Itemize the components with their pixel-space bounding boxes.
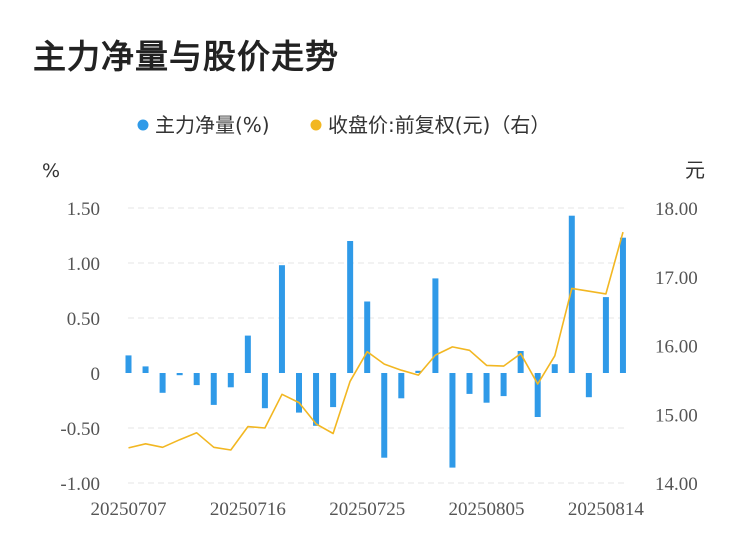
x-tick-label: 20250716 — [210, 499, 286, 520]
bar-17 — [415, 370, 422, 373]
left-tick-label: 0 — [91, 364, 101, 385]
right-tick-label: 15.00 — [655, 405, 698, 426]
legend-marker-0 — [137, 119, 149, 131]
bar-6 — [227, 373, 234, 388]
bar-0 — [125, 355, 132, 373]
bar-13 — [347, 241, 354, 373]
bar-18 — [432, 278, 439, 373]
bar-15 — [381, 373, 388, 458]
bar-10 — [296, 373, 302, 413]
legend-label-1: 收盘价:前复权(元)（右） — [328, 113, 550, 137]
bar-14 — [364, 301, 371, 373]
x-tick-label: 20250725 — [329, 499, 405, 520]
bar-7 — [244, 335, 251, 373]
bar-21 — [483, 373, 490, 403]
x-tick-label: 20250814 — [568, 499, 645, 520]
right-tick-label: 16.00 — [655, 337, 698, 358]
left-tick-label: 1.00 — [67, 254, 100, 275]
chart-title: 主力净量与股价走势 — [33, 37, 339, 76]
bar-4 — [193, 373, 200, 386]
bar-3 — [176, 373, 183, 376]
bar-20 — [466, 373, 473, 394]
bar-5 — [210, 373, 217, 405]
left-tick-label: 0.50 — [67, 309, 100, 330]
bar-16 — [398, 373, 405, 399]
price-line — [128, 231, 624, 451]
right-tick-label: 14.00 — [655, 474, 698, 495]
right-axis-unit: 元 — [685, 158, 705, 182]
bar-8 — [261, 373, 268, 409]
bar-2 — [159, 373, 166, 393]
right-tick-label: 17.00 — [655, 268, 698, 289]
x-tick-label: 20250805 — [449, 499, 525, 520]
bar-22 — [500, 373, 507, 397]
legend-label-0: 主力净量(%) — [155, 113, 270, 137]
bar-27 — [585, 373, 592, 398]
bar-29 — [619, 237, 626, 373]
bar-9 — [278, 265, 285, 373]
legend-marker-1 — [310, 119, 322, 131]
bar-28 — [602, 297, 609, 373]
bar-26 — [568, 215, 575, 373]
right-tick-label: 18.00 — [655, 199, 698, 220]
left-tick-label: -0.50 — [60, 419, 100, 440]
bar-1 — [142, 366, 149, 373]
bar-11 — [313, 373, 320, 426]
bar-19 — [449, 373, 456, 468]
bar-23 — [517, 351, 524, 373]
bar-12 — [330, 373, 337, 408]
left-tick-label: -1.00 — [60, 474, 100, 495]
left-tick-label: 1.50 — [67, 199, 100, 220]
left-axis-unit: % — [42, 160, 60, 182]
bar-24 — [534, 373, 541, 417]
bar-25 — [551, 364, 558, 373]
x-tick-label: 20250707 — [91, 499, 167, 520]
